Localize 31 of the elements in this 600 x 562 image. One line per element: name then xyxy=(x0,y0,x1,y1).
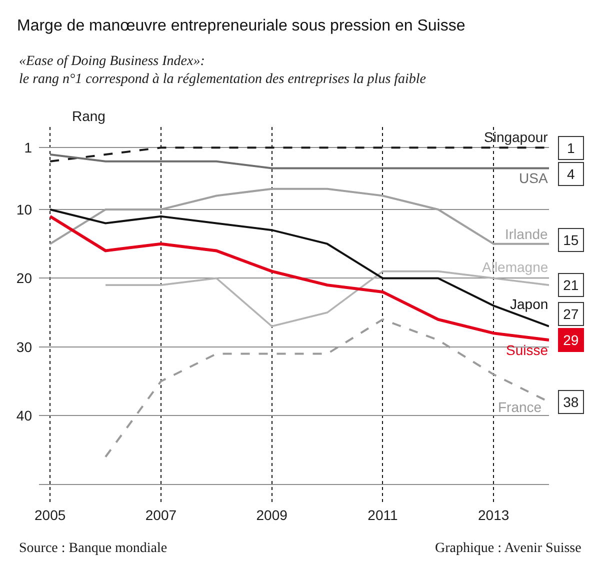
series-label: Suisse xyxy=(506,342,548,358)
data-label: 21 xyxy=(563,277,579,293)
x-tick-label: 2013 xyxy=(478,507,510,523)
chart-subtitle: «Ease of Doing Business Index»: le rang n°1 correspond à la réglementation des entreprises la plus faible xyxy=(19,54,426,88)
data-label: 27 xyxy=(563,306,579,322)
line-series xyxy=(49,188,549,245)
data-label: 15 xyxy=(563,232,579,248)
series-label: Allemagne xyxy=(482,259,548,275)
data-label: 4 xyxy=(567,166,575,182)
x-tick-label: 2009 xyxy=(256,507,288,523)
data-label: 29 xyxy=(563,332,579,348)
series-label: Singapour xyxy=(484,129,548,145)
series-label: USA xyxy=(519,170,548,186)
chart-title: Marge de manœuvre entrepreneuriale sous pression en Suisse xyxy=(17,17,466,34)
x-tick-label: 2005 xyxy=(34,507,66,523)
y-tick-label: 30 xyxy=(16,338,32,355)
y-tick-label: 40 xyxy=(16,408,32,424)
series-label: Japon xyxy=(510,296,548,312)
series-label: France xyxy=(498,399,542,415)
data-label: 1 xyxy=(567,140,575,156)
text: Graphique : Avenir Suisse xyxy=(435,541,582,556)
data-label: 38 xyxy=(563,394,579,410)
y-tick-label: 20 xyxy=(16,270,32,286)
y-axis-title: Rang xyxy=(72,108,106,124)
y-tick-label: 1 xyxy=(24,140,32,156)
x-tick-label: 2011 xyxy=(368,507,398,523)
x-tick-label: 2007 xyxy=(145,507,177,523)
line-series xyxy=(48,214,549,342)
series-label: Irlande xyxy=(505,226,548,242)
source-note: Source : Banque mondiale xyxy=(19,541,168,556)
y-tick-label: 10 xyxy=(16,201,32,218)
